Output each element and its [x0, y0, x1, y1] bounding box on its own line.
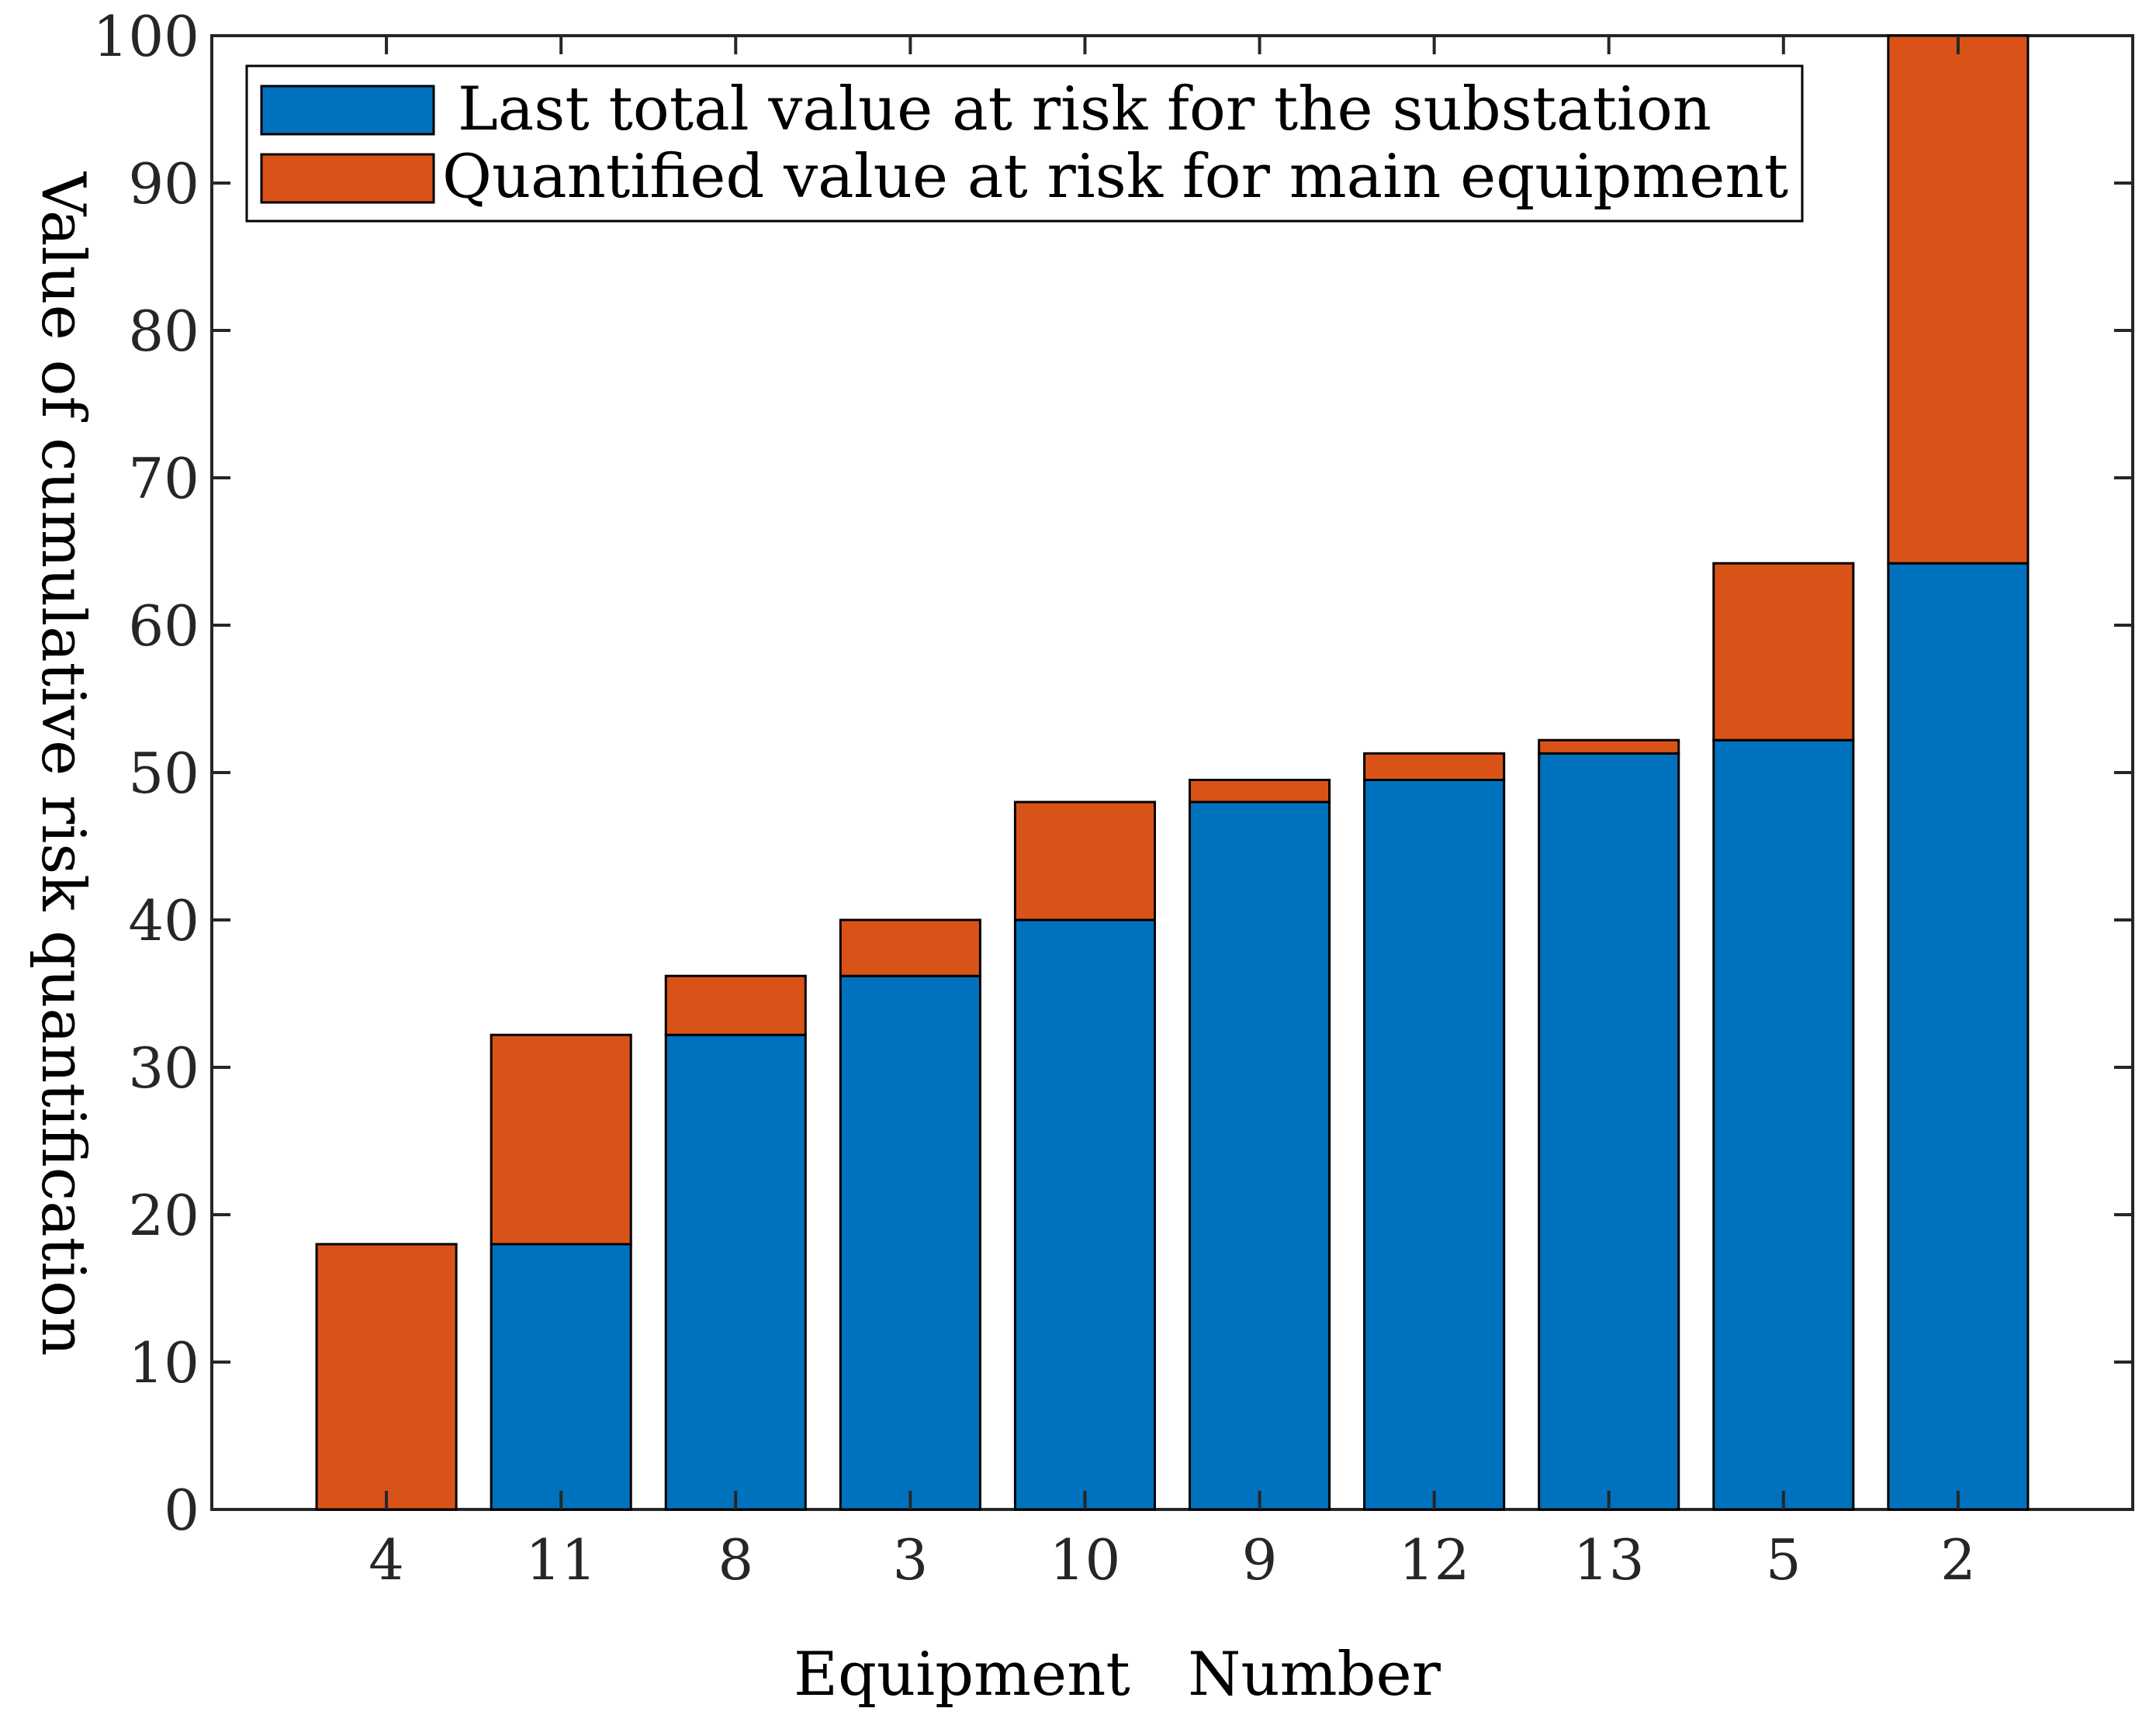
x-tick-label-4: 4 [369, 1527, 404, 1592]
legend-box [245, 64, 1804, 223]
bar-group [315, 34, 2030, 1511]
y-tick-label-0: 0 [164, 1478, 199, 1543]
x-tick-label-3: 3 [892, 1527, 928, 1592]
legend-swatch-last-total [260, 85, 435, 136]
bar-quantified-11 [490, 1033, 632, 1246]
y-tick-label-100: 100 [93, 4, 199, 69]
bar-last-total-12 [1363, 779, 1506, 1511]
bar-quantified-4 [315, 1243, 458, 1511]
x-axis-title: Equipment Number [794, 1640, 1441, 1710]
bar-last-total-13 [1538, 752, 1680, 1511]
y-axis-title: Value of cumulative risk quantification [28, 171, 98, 1357]
y-axis: 0 10 20 30 40 50 60 70 80 90 100 [93, 4, 2133, 1543]
legend: Last total value at risk for the substat… [245, 64, 1804, 223]
bar-quantified-5 [1712, 562, 1855, 742]
y-tick-label-10: 10 [128, 1330, 199, 1395]
legend-swatch-quantified [260, 153, 435, 204]
legend-label-quantified: Quantified value at risk for main equipm… [442, 142, 1788, 212]
bar-quantified-10 [1013, 800, 1156, 921]
y-tick-label-70: 70 [128, 446, 199, 511]
y-tick-label-30: 30 [128, 1036, 199, 1101]
bar-last-total-8 [664, 1033, 807, 1511]
x-tick-label-12: 12 [1399, 1527, 1470, 1592]
bar-quantified-3 [839, 918, 981, 977]
legend-label-last-total: Last total value at risk for the substat… [458, 74, 1711, 144]
bar-quantified-13 [1538, 738, 1680, 755]
x-axis: 4 11 8 3 10 9 12 13 5 2 [369, 36, 1976, 1592]
x-tick-label-10: 10 [1050, 1527, 1121, 1592]
bar-quantified-9 [1189, 779, 1331, 804]
x-tick-label-11: 11 [525, 1527, 597, 1592]
y-tick-label-50: 50 [128, 741, 199, 806]
bar-last-total-10 [1013, 918, 1156, 1511]
bar-quantified-8 [664, 974, 807, 1036]
y-tick-label-40: 40 [128, 888, 199, 953]
y-tick-label-60: 60 [128, 593, 199, 659]
bar-last-total-11 [490, 1243, 632, 1511]
bar-quantified-2 [1887, 34, 2030, 565]
bar-last-total-3 [839, 974, 981, 1511]
bar-last-total-5 [1712, 738, 1855, 1511]
x-tick-label-8: 8 [718, 1527, 753, 1592]
bar-quantified-12 [1363, 752, 1506, 781]
x-tick-label-2: 2 [1940, 1527, 1976, 1592]
bar-last-total-9 [1189, 800, 1331, 1511]
y-tick-label-20: 20 [128, 1183, 199, 1248]
y-tick-label-90: 90 [128, 151, 199, 216]
x-tick-label-9: 9 [1242, 1527, 1278, 1592]
bar-last-total-2 [1887, 562, 2030, 1511]
x-tick-label-13: 13 [1573, 1527, 1645, 1592]
y-tick-label-80: 80 [128, 299, 199, 364]
x-tick-label-5: 5 [1766, 1527, 1801, 1592]
